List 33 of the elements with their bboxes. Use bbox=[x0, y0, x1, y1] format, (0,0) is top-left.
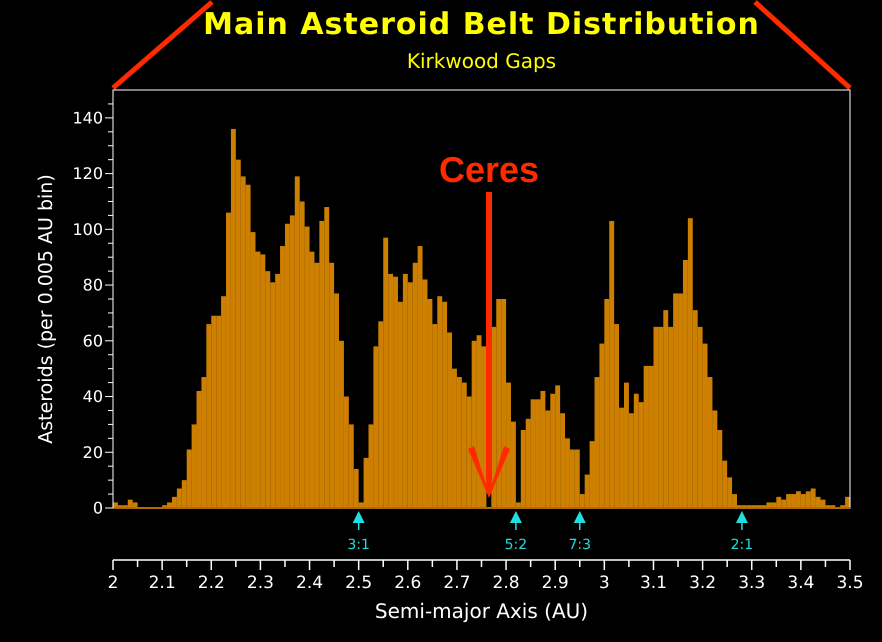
y-tick-label: 60 bbox=[82, 331, 103, 350]
chart-title: Main Asteroid Belt Distribution bbox=[203, 7, 760, 42]
y-tick-label: 120 bbox=[72, 164, 103, 184]
annotation: 3:1 bbox=[347, 537, 370, 553]
annotation: Ceres bbox=[438, 149, 540, 190]
x-tick-label: 2.4 bbox=[296, 573, 324, 593]
annotation: 5:2 bbox=[504, 537, 528, 553]
x-tick-label: 2 bbox=[108, 573, 118, 593]
annotation: 7:3 bbox=[568, 537, 592, 553]
x-tick-label: 3.2 bbox=[689, 573, 716, 593]
x-tick-label: 2.1 bbox=[148, 573, 176, 593]
x-tick-label: 2.3 bbox=[246, 573, 274, 593]
x-tick-label: 3.5 bbox=[836, 573, 864, 593]
chart-subtitle: Kirkwood Gaps bbox=[406, 49, 556, 73]
x-tick-label: 2.8 bbox=[492, 573, 520, 593]
x-tick-label: 2.2 bbox=[198, 573, 225, 593]
annotation: 2:1 bbox=[730, 537, 754, 553]
x-tick-label: 3.4 bbox=[787, 573, 814, 593]
y-tick-label: 20 bbox=[82, 442, 103, 462]
x-tick-label: 3.3 bbox=[738, 573, 766, 593]
y-tick-label: 140 bbox=[72, 108, 103, 128]
x-tick-label: 2.7 bbox=[443, 573, 470, 593]
x-tick-label: 2.5 bbox=[345, 573, 372, 593]
y-tick-label: 80 bbox=[82, 276, 103, 295]
x-tick-label: 3 bbox=[598, 573, 610, 593]
x-tick-label: 2.9 bbox=[542, 573, 569, 593]
y-tick-label: 100 bbox=[72, 220, 103, 239]
x-axis-title: Semi-major Axis (AU) bbox=[374, 599, 588, 623]
y-axis-title: Asteroids (per 0.005 AU bin) bbox=[35, 174, 57, 444]
x-tick-label: 2.6 bbox=[394, 573, 422, 593]
y-tick-label: 40 bbox=[82, 387, 103, 406]
y-tick-label: 0 bbox=[92, 498, 103, 518]
x-tick-label: 3.1 bbox=[640, 573, 667, 593]
